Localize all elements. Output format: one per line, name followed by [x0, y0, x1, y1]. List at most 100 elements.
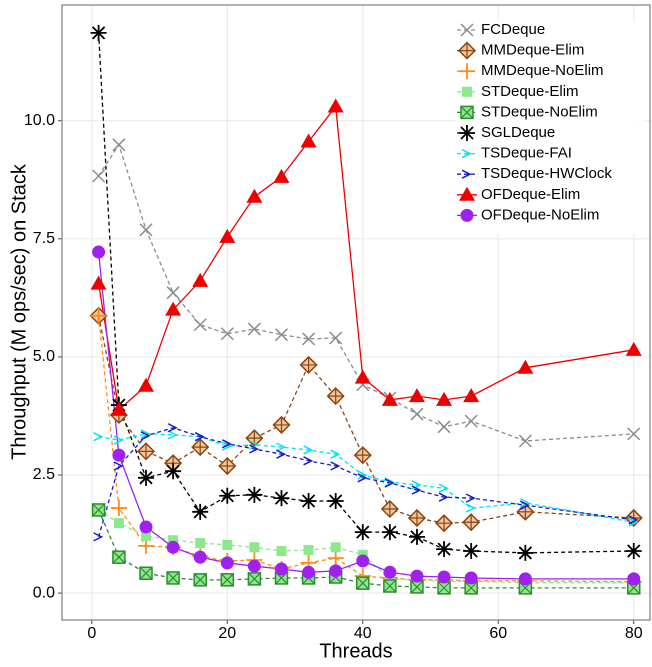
marker [93, 432, 104, 442]
marker-part [464, 581, 478, 595]
marker [193, 550, 207, 564]
marker-part [436, 391, 453, 406]
marker [625, 543, 642, 560]
legend-label: STDeque-NoElim [481, 103, 598, 120]
marker [113, 518, 124, 529]
marker-part [329, 331, 343, 345]
marker-part [384, 477, 395, 487]
marker-part [464, 414, 478, 428]
legend-label: OFDeque-NoElim [481, 206, 599, 223]
marker [166, 286, 180, 300]
marker-part [221, 441, 232, 451]
legend-box [455, 20, 645, 234]
marker-part [219, 487, 236, 504]
marker [93, 532, 104, 542]
marker [249, 440, 260, 450]
marker [138, 377, 154, 392]
marker [517, 544, 534, 561]
marker-part [625, 341, 642, 356]
marker-part [247, 322, 261, 336]
marker [517, 359, 534, 374]
marker-part [625, 543, 642, 560]
marker-part [381, 391, 398, 406]
marker [384, 477, 395, 487]
marker [356, 554, 370, 568]
marker-part [463, 514, 480, 531]
x-tick-label: 20 [218, 625, 236, 642]
marker-part [383, 565, 397, 579]
marker [299, 355, 318, 374]
marker-part [112, 138, 126, 152]
marker-part [356, 576, 370, 590]
legend-label: TSDeque-HWClock [481, 165, 612, 182]
marker-part [464, 571, 478, 585]
marker-part [139, 223, 153, 237]
marker-part [139, 520, 153, 534]
marker [300, 492, 317, 509]
marker-part [354, 369, 371, 384]
marker-part [140, 429, 151, 439]
marker [249, 542, 260, 553]
y-tick-label: 2.5 [33, 466, 55, 483]
marker-part [246, 486, 263, 503]
marker-part [438, 483, 449, 493]
marker [410, 569, 424, 583]
marker [141, 530, 151, 541]
marker-part [460, 208, 474, 222]
marker-part [249, 542, 260, 553]
marker-part [193, 550, 207, 564]
marker-part [192, 503, 209, 520]
marker [437, 581, 451, 595]
marker [276, 449, 287, 459]
marker [165, 301, 182, 316]
marker [459, 63, 475, 80]
marker [136, 442, 156, 461]
marker [302, 332, 316, 346]
y-tick-label: 0.0 [33, 584, 55, 601]
marker [110, 500, 127, 517]
marker [166, 571, 180, 585]
marker-part [460, 105, 474, 119]
marker-part [459, 186, 475, 201]
marker [220, 327, 234, 341]
marker [165, 463, 182, 480]
marker-part [300, 356, 317, 373]
marker [303, 545, 314, 556]
marker [465, 503, 476, 513]
marker [327, 550, 344, 567]
marker [247, 322, 261, 336]
marker [274, 328, 289, 342]
legend-label: MMDeque-NoElim [481, 62, 604, 79]
marker [459, 186, 475, 201]
marker-part [219, 458, 236, 475]
marker-part [384, 573, 395, 584]
marker [462, 86, 472, 97]
marker [357, 473, 368, 483]
marker-part [219, 228, 236, 243]
marker [112, 138, 126, 152]
marker [247, 559, 261, 573]
marker-part [166, 571, 180, 585]
marker-part [302, 332, 316, 346]
marker-part [300, 492, 317, 509]
marker-part [276, 546, 287, 557]
marker-part [330, 542, 341, 553]
marker [437, 570, 451, 584]
legend-label: FCDeque [481, 21, 545, 38]
marker-part [408, 528, 425, 545]
marker [625, 341, 642, 356]
marker-part [139, 566, 153, 580]
marker-part [222, 539, 233, 550]
marker [518, 434, 532, 448]
marker [139, 520, 153, 534]
marker [138, 469, 154, 486]
marker-part [276, 442, 287, 452]
marker [381, 391, 398, 406]
marker [112, 448, 126, 462]
marker [303, 445, 314, 455]
marker-part [438, 492, 449, 502]
marker-part [92, 169, 106, 183]
marker-part [356, 554, 370, 568]
marker-part [517, 359, 534, 374]
